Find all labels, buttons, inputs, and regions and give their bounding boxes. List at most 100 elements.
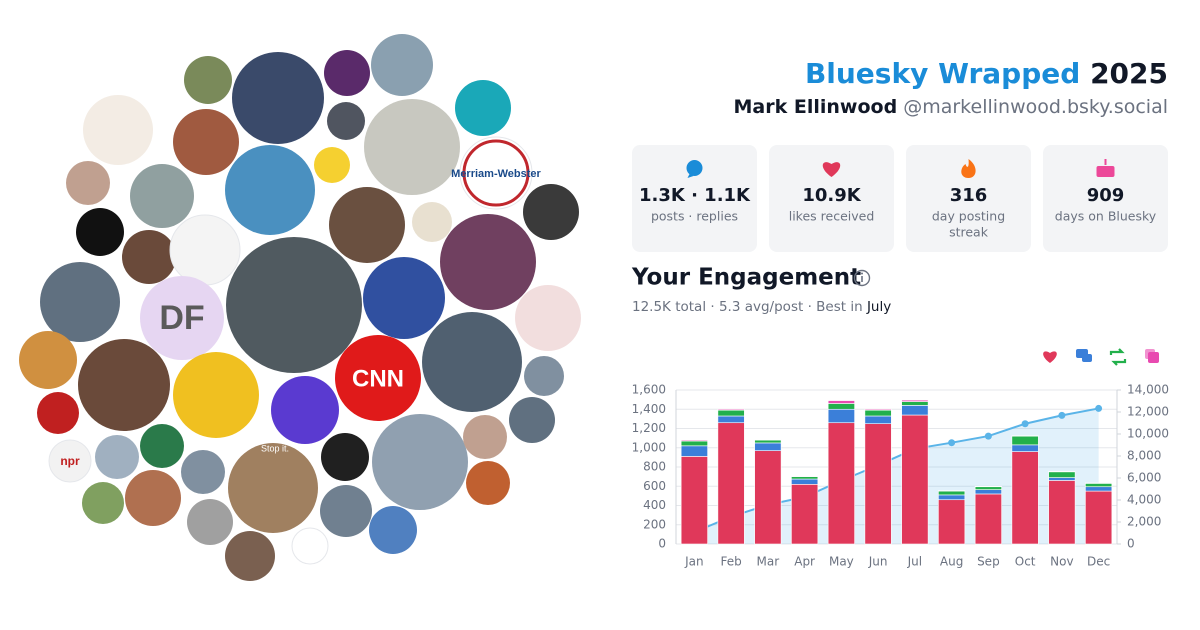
bar-segment xyxy=(901,405,929,416)
y2-tick-label: 2,000 xyxy=(1127,515,1161,529)
bar-segment xyxy=(974,486,1002,490)
avatar[interactable] xyxy=(48,439,92,483)
x-tick-label: Dec xyxy=(1087,555,1110,569)
avatar[interactable] xyxy=(271,376,339,444)
bar-segment xyxy=(680,440,708,447)
avatar[interactable] xyxy=(37,392,79,434)
bar-segment xyxy=(1048,480,1076,545)
avatar[interactable] xyxy=(329,187,405,263)
avatar[interactable] xyxy=(314,147,350,183)
avatar[interactable] xyxy=(125,470,181,526)
avatar[interactable] xyxy=(335,335,421,421)
avatar[interactable] xyxy=(422,312,522,412)
avatar[interactable] xyxy=(363,257,445,339)
avatar[interactable] xyxy=(509,397,555,443)
bar-segment xyxy=(680,456,708,545)
avatar[interactable] xyxy=(228,443,318,533)
avatar[interactable] xyxy=(369,506,417,554)
y-tick-label: 1,600 xyxy=(632,383,666,397)
display-name: Mark Ellinwood xyxy=(734,96,898,118)
avatar[interactable] xyxy=(187,499,233,545)
avatar[interactable] xyxy=(324,50,370,96)
avatar[interactable] xyxy=(130,164,194,228)
engagement-summary: 12.5K total · 5.3 avg/post · Best in Jul… xyxy=(632,299,891,315)
x-tick-label: Mar xyxy=(757,555,780,569)
bar-segment xyxy=(1085,490,1113,545)
bar-segment xyxy=(717,415,745,424)
bar-segment xyxy=(1011,444,1039,452)
avatar[interactable] xyxy=(459,136,533,210)
avatar[interactable] xyxy=(82,482,124,524)
y-tick-label: 1,000 xyxy=(632,440,666,454)
y2-tick-label: 4,000 xyxy=(1127,493,1161,507)
avatar[interactable] xyxy=(327,102,365,140)
line-point xyxy=(1021,420,1029,428)
bar-segment xyxy=(864,408,892,411)
avatar[interactable] xyxy=(321,433,369,481)
avatar[interactable] xyxy=(320,485,372,537)
avatar[interactable] xyxy=(523,184,579,240)
avatar[interactable] xyxy=(232,52,324,144)
profile: Mark Ellinwood @markellinwood.bsky.socia… xyxy=(734,96,1168,118)
best-prefix: Best in xyxy=(816,299,863,315)
bar-segment xyxy=(864,423,892,545)
avatar[interactable] xyxy=(181,450,225,494)
title-brand: Bluesky Wrapped xyxy=(805,57,1080,90)
bar-segment xyxy=(1085,483,1113,488)
avatar[interactable] xyxy=(83,95,153,165)
info-icon[interactable] xyxy=(853,269,871,287)
avatar[interactable] xyxy=(78,339,170,431)
stat-icon xyxy=(961,159,976,178)
avatar[interactable] xyxy=(524,356,564,396)
stat-value: 10.9K xyxy=(802,185,861,206)
y-tick-label: 600 xyxy=(643,479,666,493)
avatar[interactable] xyxy=(463,415,507,459)
avatar[interactable] xyxy=(291,527,329,565)
line-point xyxy=(948,439,956,447)
bar-segment xyxy=(754,442,782,451)
avatar[interactable] xyxy=(225,531,275,581)
bar-segment xyxy=(901,401,929,406)
stat-icon xyxy=(1104,159,1107,165)
avatar[interactable] xyxy=(412,202,452,242)
bar-segment xyxy=(1048,477,1076,481)
avatar[interactable] xyxy=(466,461,510,505)
y-tick-label: 400 xyxy=(643,498,666,512)
avatar[interactable] xyxy=(173,352,259,438)
y-tick-label: 1,400 xyxy=(632,402,666,416)
separator: · xyxy=(710,299,714,315)
bar-segment xyxy=(791,484,819,545)
avatar[interactable] xyxy=(140,276,224,360)
avatar[interactable] xyxy=(19,331,77,389)
avatar[interactable] xyxy=(515,285,581,351)
avatar[interactable] xyxy=(225,145,315,235)
y2-tick-label: 8,000 xyxy=(1127,449,1161,463)
avatar[interactable] xyxy=(140,424,184,468)
avatar[interactable] xyxy=(372,414,468,510)
avatar[interactable] xyxy=(169,214,241,286)
avatar[interactable] xyxy=(226,237,362,373)
bar-segment xyxy=(717,408,745,411)
y-tick-label: 800 xyxy=(643,460,666,474)
avatar[interactable] xyxy=(40,262,120,342)
avatar[interactable] xyxy=(66,161,110,205)
avatar[interactable] xyxy=(440,214,536,310)
avatar-text: npr xyxy=(60,454,80,468)
bar-segment xyxy=(1085,486,1113,492)
x-tick-label: Feb xyxy=(721,555,742,569)
y-tick-label: 0 xyxy=(658,537,666,551)
avatar[interactable] xyxy=(122,230,176,284)
avatar[interactable] xyxy=(455,80,511,136)
y-tick-label: 200 xyxy=(643,517,666,531)
avatar[interactable] xyxy=(184,56,232,104)
bar-segment xyxy=(680,439,708,442)
average: 5.3 avg/post xyxy=(719,299,803,315)
avatar[interactable] xyxy=(95,435,139,479)
avatar[interactable] xyxy=(76,208,124,256)
avatar[interactable] xyxy=(364,99,460,195)
bar-segment xyxy=(827,408,855,424)
stat-label: streak xyxy=(949,225,989,240)
avatar[interactable] xyxy=(173,109,239,175)
x-tick-label: Jan xyxy=(684,555,704,569)
avatar[interactable] xyxy=(371,34,433,96)
